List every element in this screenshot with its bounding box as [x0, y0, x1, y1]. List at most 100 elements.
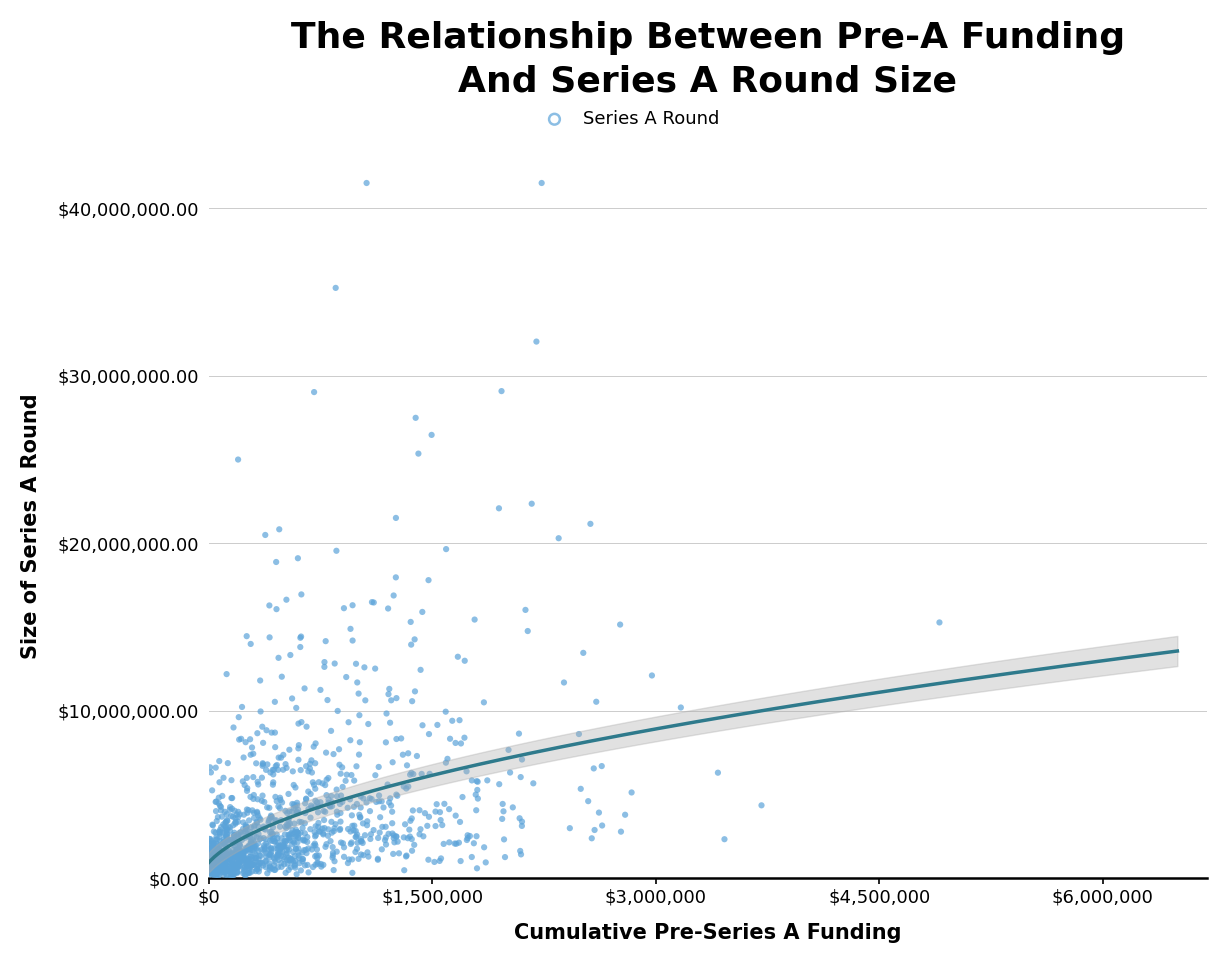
- Series A Round: [451, 736, 470, 751]
- Series A Round: [430, 853, 449, 869]
- Series A Round: [323, 847, 343, 863]
- Series A Round: [220, 799, 239, 815]
- Series A Round: [246, 850, 265, 866]
- Series A Round: [217, 813, 237, 828]
- Series A Round: [400, 829, 420, 844]
- Series A Round: [246, 847, 265, 863]
- Series A Round: [225, 827, 244, 843]
- Series A Round: [248, 791, 268, 807]
- Series A Round: [581, 516, 600, 531]
- Series A Round: [394, 830, 414, 845]
- Series A Round: [292, 853, 312, 869]
- Series A Round: [262, 847, 281, 863]
- Series A Round: [351, 834, 371, 849]
- Series A Round: [287, 797, 307, 813]
- Series A Round: [214, 857, 233, 872]
- Series A Round: [284, 826, 303, 842]
- Series A Round: [228, 804, 248, 819]
- Series A Round: [303, 859, 323, 874]
- Series A Round: [220, 802, 239, 817]
- Series A Round: [204, 824, 223, 840]
- Series A Round: [230, 847, 249, 863]
- Series A Round: [325, 656, 345, 671]
- Series A Round: [251, 855, 270, 870]
- Series A Round: [203, 851, 222, 867]
- Series A Round: [241, 852, 260, 868]
- Series A Round: [237, 629, 257, 644]
- Series A Round: [291, 630, 311, 646]
- Series A Round: [287, 795, 307, 811]
- Series A Round: [612, 824, 631, 840]
- Series A Round: [249, 864, 269, 879]
- Series A Round: [221, 869, 241, 884]
- Series A Round: [244, 855, 264, 870]
- Series A Round: [306, 827, 325, 843]
- Series A Round: [314, 813, 334, 828]
- Series A Round: [228, 827, 248, 843]
- Series A Round: [210, 844, 230, 859]
- Series A Round: [278, 845, 297, 861]
- Series A Round: [295, 681, 314, 696]
- Series A Round: [265, 739, 285, 755]
- Series A Round: [592, 759, 612, 774]
- Series A Round: [328, 704, 348, 719]
- Series A Round: [427, 796, 447, 812]
- Series A Round: [386, 570, 405, 585]
- Series A Round: [298, 865, 318, 880]
- Series A Round: [242, 739, 262, 755]
- Series A Round: [215, 818, 235, 834]
- Series A Round: [418, 818, 437, 834]
- Series A Round: [322, 825, 341, 841]
- Series A Round: [286, 841, 306, 856]
- Series A Round: [275, 839, 295, 854]
- Series A Round: [372, 819, 392, 835]
- Series A Round: [200, 862, 220, 877]
- Series A Round: [260, 846, 280, 862]
- Series A Round: [378, 777, 398, 792]
- Series A Round: [236, 818, 255, 834]
- Series A Round: [339, 852, 359, 868]
- Series A Round: [201, 864, 221, 879]
- Series A Round: [275, 833, 295, 848]
- Series A Round: [200, 861, 220, 876]
- Series A Round: [255, 853, 275, 869]
- Series A Round: [336, 767, 356, 783]
- Series A Round: [343, 808, 362, 823]
- Series A Round: [259, 598, 279, 613]
- Series A Round: [201, 842, 221, 857]
- Series A Round: [235, 862, 254, 877]
- Series A Round: [203, 855, 222, 870]
- Series A Round: [217, 868, 237, 883]
- Series A Round: [201, 861, 221, 876]
- Series A Round: [233, 849, 253, 865]
- Series A Round: [228, 851, 248, 867]
- Series A Round: [235, 777, 254, 792]
- Series A Round: [403, 693, 422, 709]
- Series A Round: [220, 863, 239, 878]
- Series A Round: [244, 834, 264, 849]
- Series A Round: [260, 824, 280, 840]
- Series A Round: [206, 760, 226, 775]
- Series A Round: [214, 832, 233, 847]
- Series A Round: [271, 750, 291, 765]
- Series A Round: [435, 796, 454, 812]
- Series A Round: [451, 815, 470, 830]
- Series A Round: [230, 854, 249, 870]
- Series A Round: [348, 841, 367, 856]
- Series A Round: [200, 836, 220, 851]
- Series A Round: [430, 804, 449, 819]
- Series A Round: [211, 819, 231, 835]
- Series A Round: [204, 852, 223, 868]
- Series A Round: [227, 843, 247, 858]
- Series A Round: [341, 835, 361, 850]
- Series A Round: [232, 846, 252, 862]
- Series A Round: [231, 846, 251, 862]
- Series A Round: [237, 851, 257, 867]
- Series A Round: [230, 857, 249, 872]
- Series A Round: [378, 601, 398, 616]
- Series A Round: [490, 776, 510, 791]
- Series A Round: [200, 847, 220, 863]
- Series A Round: [269, 799, 289, 815]
- Series A Round: [373, 800, 393, 816]
- Series A Round: [215, 861, 235, 876]
